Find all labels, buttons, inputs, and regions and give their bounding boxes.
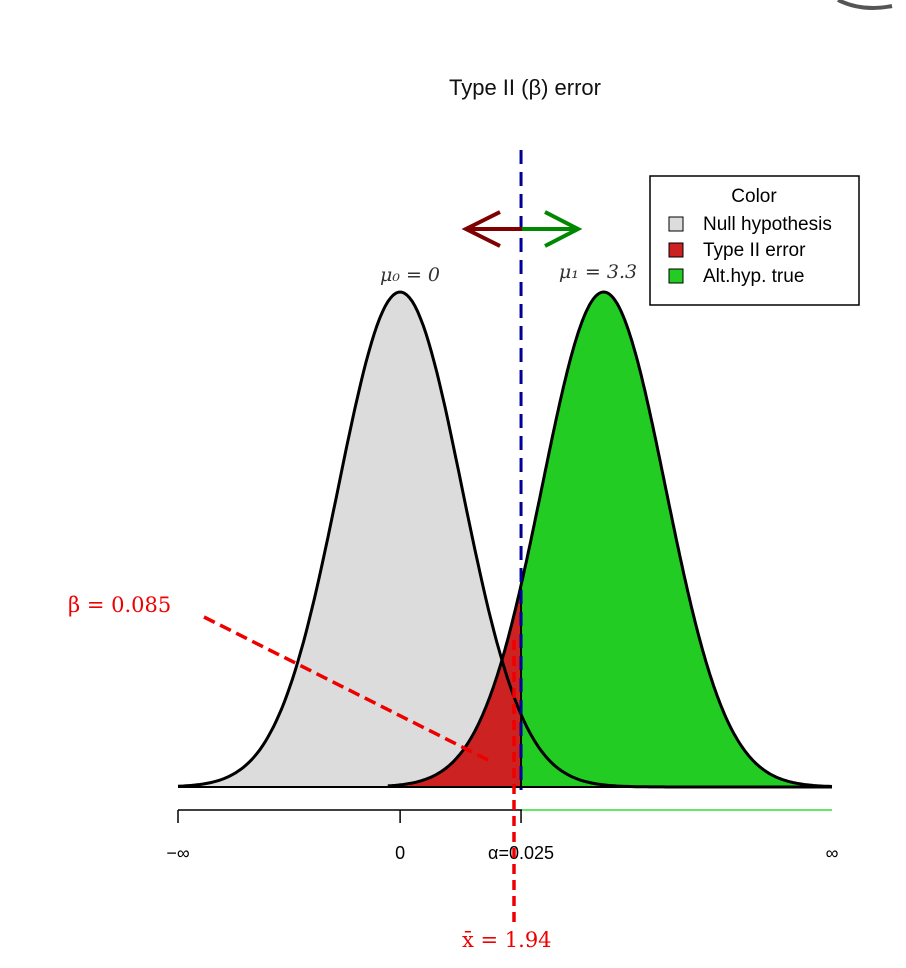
corner-decoration (837, 0, 893, 10)
legend-swatch (668, 242, 684, 258)
x-tick-label: α=0.025 (488, 843, 554, 863)
chart-title: Type II (β) error (449, 75, 601, 100)
legend-title: Color (731, 186, 777, 207)
legend-box (649, 175, 860, 306)
direction-arrows (461, 210, 583, 248)
xbar-label: x̄ = 1.94 (462, 928, 552, 952)
alt-hypothesis-true-area (521, 292, 832, 787)
arrow-right (522, 210, 583, 248)
legend: Color Null hypothesis Type II error Alt.hy… (649, 175, 860, 306)
null-hypothesis-area (178, 292, 832, 787)
x-tick-label: ∞ (826, 843, 839, 863)
mu0-label: μ₀ = 0 (380, 264, 440, 286)
legend-label: Type II error (703, 240, 806, 261)
density-curves (177, 290, 833, 789)
legend-label: Alt.hyp. true (703, 266, 804, 287)
x-axis-ticks: −∞ 0 α=0.025 ∞ (166, 810, 839, 863)
legend-items: Null hypothesis Type II error Alt.hyp. tru… (668, 214, 832, 287)
legend-swatch (668, 216, 684, 232)
beta-label: β = 0.085 (68, 593, 171, 617)
mu1-label: μ₁ = 3.3 (559, 261, 637, 283)
x-tick-label: −∞ (166, 843, 190, 863)
x-tick-label: 0 (395, 843, 405, 863)
alt-density-curve (387, 290, 833, 788)
type-ii-error-area (387, 585, 521, 787)
legend-label: Null hypothesis (703, 214, 832, 235)
legend-swatch (668, 268, 684, 284)
arrow-left (461, 210, 522, 248)
